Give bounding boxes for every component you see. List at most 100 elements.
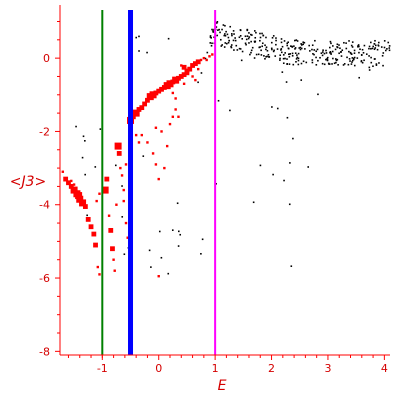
black-point bbox=[359, 48, 361, 51]
black-point bbox=[216, 22, 218, 24]
black-point bbox=[376, 48, 379, 51]
x-tick-label: 2 bbox=[268, 362, 275, 375]
black-point bbox=[326, 57, 328, 60]
red-point bbox=[163, 166, 166, 170]
black-point bbox=[291, 54, 294, 57]
black-point bbox=[301, 44, 303, 46]
black-point bbox=[212, 30, 214, 32]
black-point bbox=[233, 33, 235, 35]
black-point bbox=[257, 53, 260, 56]
black-point bbox=[239, 48, 242, 50]
black-point bbox=[253, 57, 256, 59]
red-point bbox=[157, 177, 160, 181]
black-point bbox=[135, 36, 138, 39]
red-point bbox=[154, 163, 158, 166]
black-point bbox=[241, 38, 244, 40]
black-point bbox=[234, 39, 237, 42]
black-point bbox=[281, 71, 284, 73]
black-point bbox=[211, 42, 213, 45]
black-point bbox=[265, 36, 267, 39]
black-point bbox=[177, 245, 180, 247]
black-point bbox=[248, 42, 250, 44]
y-tick-label: -8 bbox=[39, 345, 50, 358]
black-point bbox=[371, 47, 374, 50]
black-point bbox=[374, 39, 376, 42]
black-point bbox=[259, 36, 262, 39]
black-point bbox=[200, 252, 202, 255]
red-point bbox=[145, 97, 150, 103]
black-point bbox=[252, 201, 255, 204]
black-point bbox=[311, 59, 314, 61]
black-point bbox=[368, 55, 370, 57]
black-point bbox=[380, 46, 383, 48]
black-point bbox=[297, 63, 300, 66]
black-point bbox=[357, 45, 359, 48]
black-point bbox=[229, 25, 232, 28]
black-point bbox=[287, 47, 290, 50]
black-point bbox=[336, 58, 339, 61]
black-point bbox=[272, 35, 275, 37]
black-point bbox=[372, 45, 374, 48]
black-point bbox=[266, 55, 268, 58]
black-point bbox=[206, 51, 209, 54]
black-point bbox=[315, 56, 317, 59]
black-point bbox=[216, 21, 219, 23]
x-axis-label: E bbox=[218, 378, 227, 394]
black-point bbox=[388, 45, 391, 47]
black-point bbox=[258, 46, 261, 49]
y-tick-label: 0 bbox=[43, 52, 50, 65]
red-point bbox=[194, 78, 197, 82]
black-point bbox=[138, 35, 140, 38]
black-point bbox=[317, 93, 319, 96]
black-point bbox=[326, 56, 329, 59]
black-point bbox=[209, 35, 212, 37]
black-point bbox=[330, 42, 332, 45]
red-point bbox=[177, 115, 180, 118]
black-point bbox=[99, 128, 102, 130]
black-point bbox=[248, 32, 250, 34]
red-point bbox=[95, 199, 98, 203]
black-point bbox=[224, 34, 227, 37]
black-point bbox=[272, 50, 275, 53]
red-point bbox=[108, 227, 114, 233]
black-point bbox=[313, 49, 316, 51]
red-point bbox=[101, 186, 109, 194]
x-tick-label: -1 bbox=[97, 362, 108, 375]
black-point bbox=[296, 56, 299, 59]
black-point bbox=[345, 47, 348, 50]
black-point bbox=[259, 32, 261, 35]
black-point bbox=[221, 44, 223, 46]
black-point bbox=[250, 49, 253, 52]
black-point bbox=[255, 31, 257, 34]
black-point bbox=[216, 34, 219, 37]
red-point bbox=[76, 195, 84, 203]
black-point bbox=[361, 48, 364, 51]
red-point bbox=[180, 64, 183, 67]
black-point bbox=[350, 44, 353, 47]
black-point bbox=[347, 63, 350, 66]
black-point bbox=[218, 28, 220, 31]
black-point bbox=[250, 51, 252, 54]
red-point bbox=[85, 216, 91, 222]
black-point bbox=[282, 62, 285, 65]
black-point bbox=[215, 182, 217, 185]
black-point bbox=[330, 53, 332, 55]
black-point bbox=[224, 24, 226, 27]
red-point bbox=[61, 170, 65, 173]
black-point bbox=[302, 41, 305, 44]
black-point bbox=[307, 166, 310, 168]
black-point bbox=[138, 50, 140, 52]
black-point bbox=[209, 42, 212, 44]
red-point bbox=[79, 199, 87, 207]
black-point bbox=[81, 156, 84, 159]
black-point bbox=[339, 47, 341, 50]
black-point bbox=[350, 63, 353, 65]
black-point bbox=[312, 52, 314, 55]
red-point bbox=[134, 133, 138, 137]
black-point bbox=[274, 55, 277, 57]
black-point bbox=[286, 42, 289, 45]
red-point bbox=[91, 231, 97, 237]
black-point bbox=[265, 55, 267, 58]
black-point bbox=[292, 137, 294, 140]
black-point bbox=[263, 55, 265, 57]
